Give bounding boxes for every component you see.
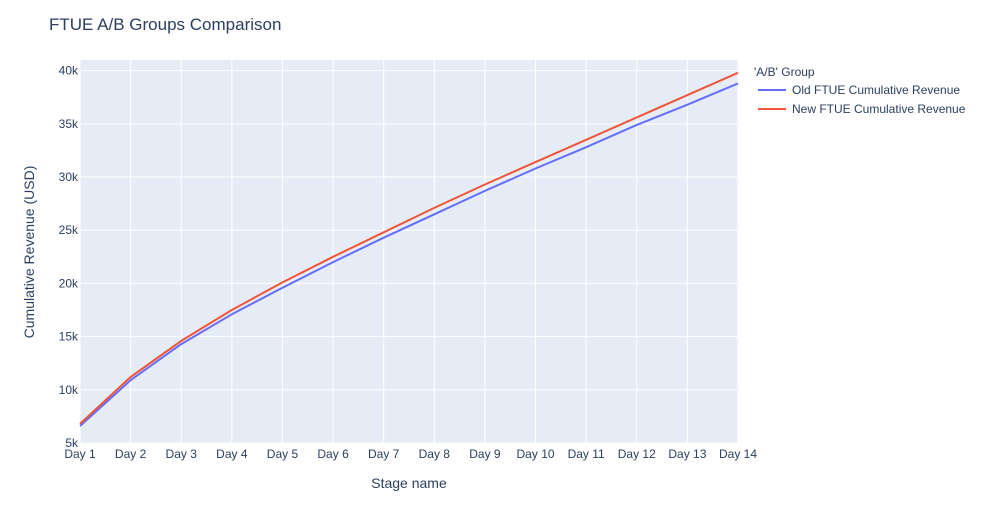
- x-tick-label: Day 9: [469, 447, 501, 461]
- legend-item[interactable]: Old FTUE Cumulative Revenue: [758, 83, 960, 97]
- x-tick-label: Day 4: [216, 447, 248, 461]
- y-tick-label: 35k: [59, 117, 79, 131]
- y-tick-label: 30k: [59, 170, 79, 184]
- y-tick-label: 20k: [59, 276, 79, 290]
- series-line-old-ftue: [79, 82, 739, 427]
- x-axis-title: Stage name: [371, 475, 447, 491]
- x-tick-label: Day 6: [317, 447, 349, 461]
- y-tick-label: 10k: [59, 383, 79, 397]
- x-tick-label: Day 11: [568, 447, 605, 461]
- x-tick-label: Day 10: [517, 447, 555, 461]
- y-tick-label: 40k: [59, 64, 79, 78]
- series-line-new-ftue: [79, 71, 739, 425]
- legend-title: 'A/B' Group: [754, 65, 815, 79]
- legend-label: Old FTUE Cumulative Revenue: [792, 83, 960, 97]
- legend-items: Old FTUE Cumulative Revenue New FTUE Cumu…: [758, 83, 966, 116]
- y-tick-label: 25k: [59, 223, 79, 237]
- legend[interactable]: 'A/B' Group Old FTUE Cumulative Revenue N…: [754, 65, 966, 116]
- x-tick-label: Day 8: [419, 447, 451, 461]
- plot-area: [80, 60, 738, 443]
- x-tick-label: Day 12: [618, 447, 656, 461]
- y-tick-label: 5k: [65, 436, 79, 450]
- x-tick-label: Day 7: [368, 447, 400, 461]
- x-tick-label: Day 2: [115, 447, 147, 461]
- legend-item[interactable]: New FTUE Cumulative Revenue: [758, 102, 966, 116]
- series-lines: [79, 71, 739, 427]
- chart-title: FTUE A/B Groups Comparison: [49, 15, 281, 34]
- x-tick-label: Day 5: [267, 447, 299, 461]
- y-axis-ticks: 5k 10k 15k 20k 25k 30k 35k 40k: [59, 64, 79, 450]
- x-tick-label: Day 13: [668, 447, 706, 461]
- x-tick-label: Day 14: [719, 447, 757, 461]
- y-tick-label: 15k: [59, 330, 79, 344]
- y-axis-title: Cumulative Revenue (USD): [21, 166, 37, 339]
- x-axis-ticks: Day 1 Day 2 Day 3 Day 4 Day 5 Day 6 Day 7 Day 8…: [64, 447, 757, 461]
- x-tick-label: Day 3: [166, 447, 198, 461]
- x-tick-label: Day 1: [64, 447, 96, 461]
- legend-label: New FTUE Cumulative Revenue: [792, 102, 966, 116]
